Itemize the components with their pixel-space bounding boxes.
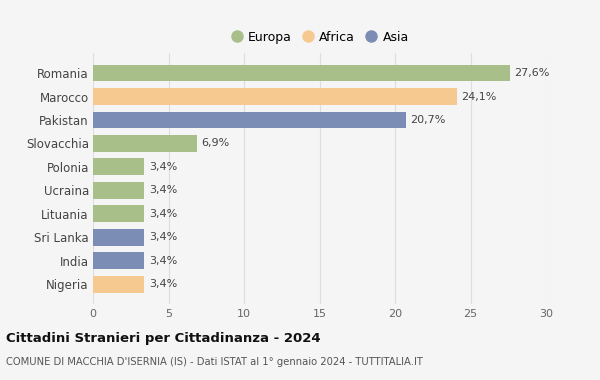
Bar: [93, 158, 145, 175]
Bar: [93, 205, 145, 222]
Legend: Europa, Africa, Asia: Europa, Africa, Asia: [227, 27, 413, 48]
Bar: [93, 252, 145, 269]
Text: 3,4%: 3,4%: [149, 279, 177, 289]
Bar: [93, 182, 145, 199]
Bar: [93, 135, 197, 152]
Text: 3,4%: 3,4%: [149, 232, 177, 242]
Text: 3,4%: 3,4%: [149, 185, 177, 195]
Text: 3,4%: 3,4%: [149, 162, 177, 172]
Text: 24,1%: 24,1%: [461, 92, 497, 101]
Text: 6,9%: 6,9%: [202, 138, 230, 149]
Bar: [93, 276, 145, 293]
Text: 20,7%: 20,7%: [410, 115, 445, 125]
Bar: [93, 88, 457, 105]
Text: 27,6%: 27,6%: [514, 68, 550, 78]
Bar: [93, 111, 406, 128]
Bar: [93, 229, 145, 246]
Bar: [93, 65, 510, 81]
Text: COMUNE DI MACCHIA D'ISERNIA (IS) - Dati ISTAT al 1° gennaio 2024 - TUTTITALIA.IT: COMUNE DI MACCHIA D'ISERNIA (IS) - Dati …: [6, 357, 423, 367]
Text: 3,4%: 3,4%: [149, 256, 177, 266]
Text: Cittadini Stranieri per Cittadinanza - 2024: Cittadini Stranieri per Cittadinanza - 2…: [6, 332, 320, 345]
Text: 3,4%: 3,4%: [149, 209, 177, 219]
